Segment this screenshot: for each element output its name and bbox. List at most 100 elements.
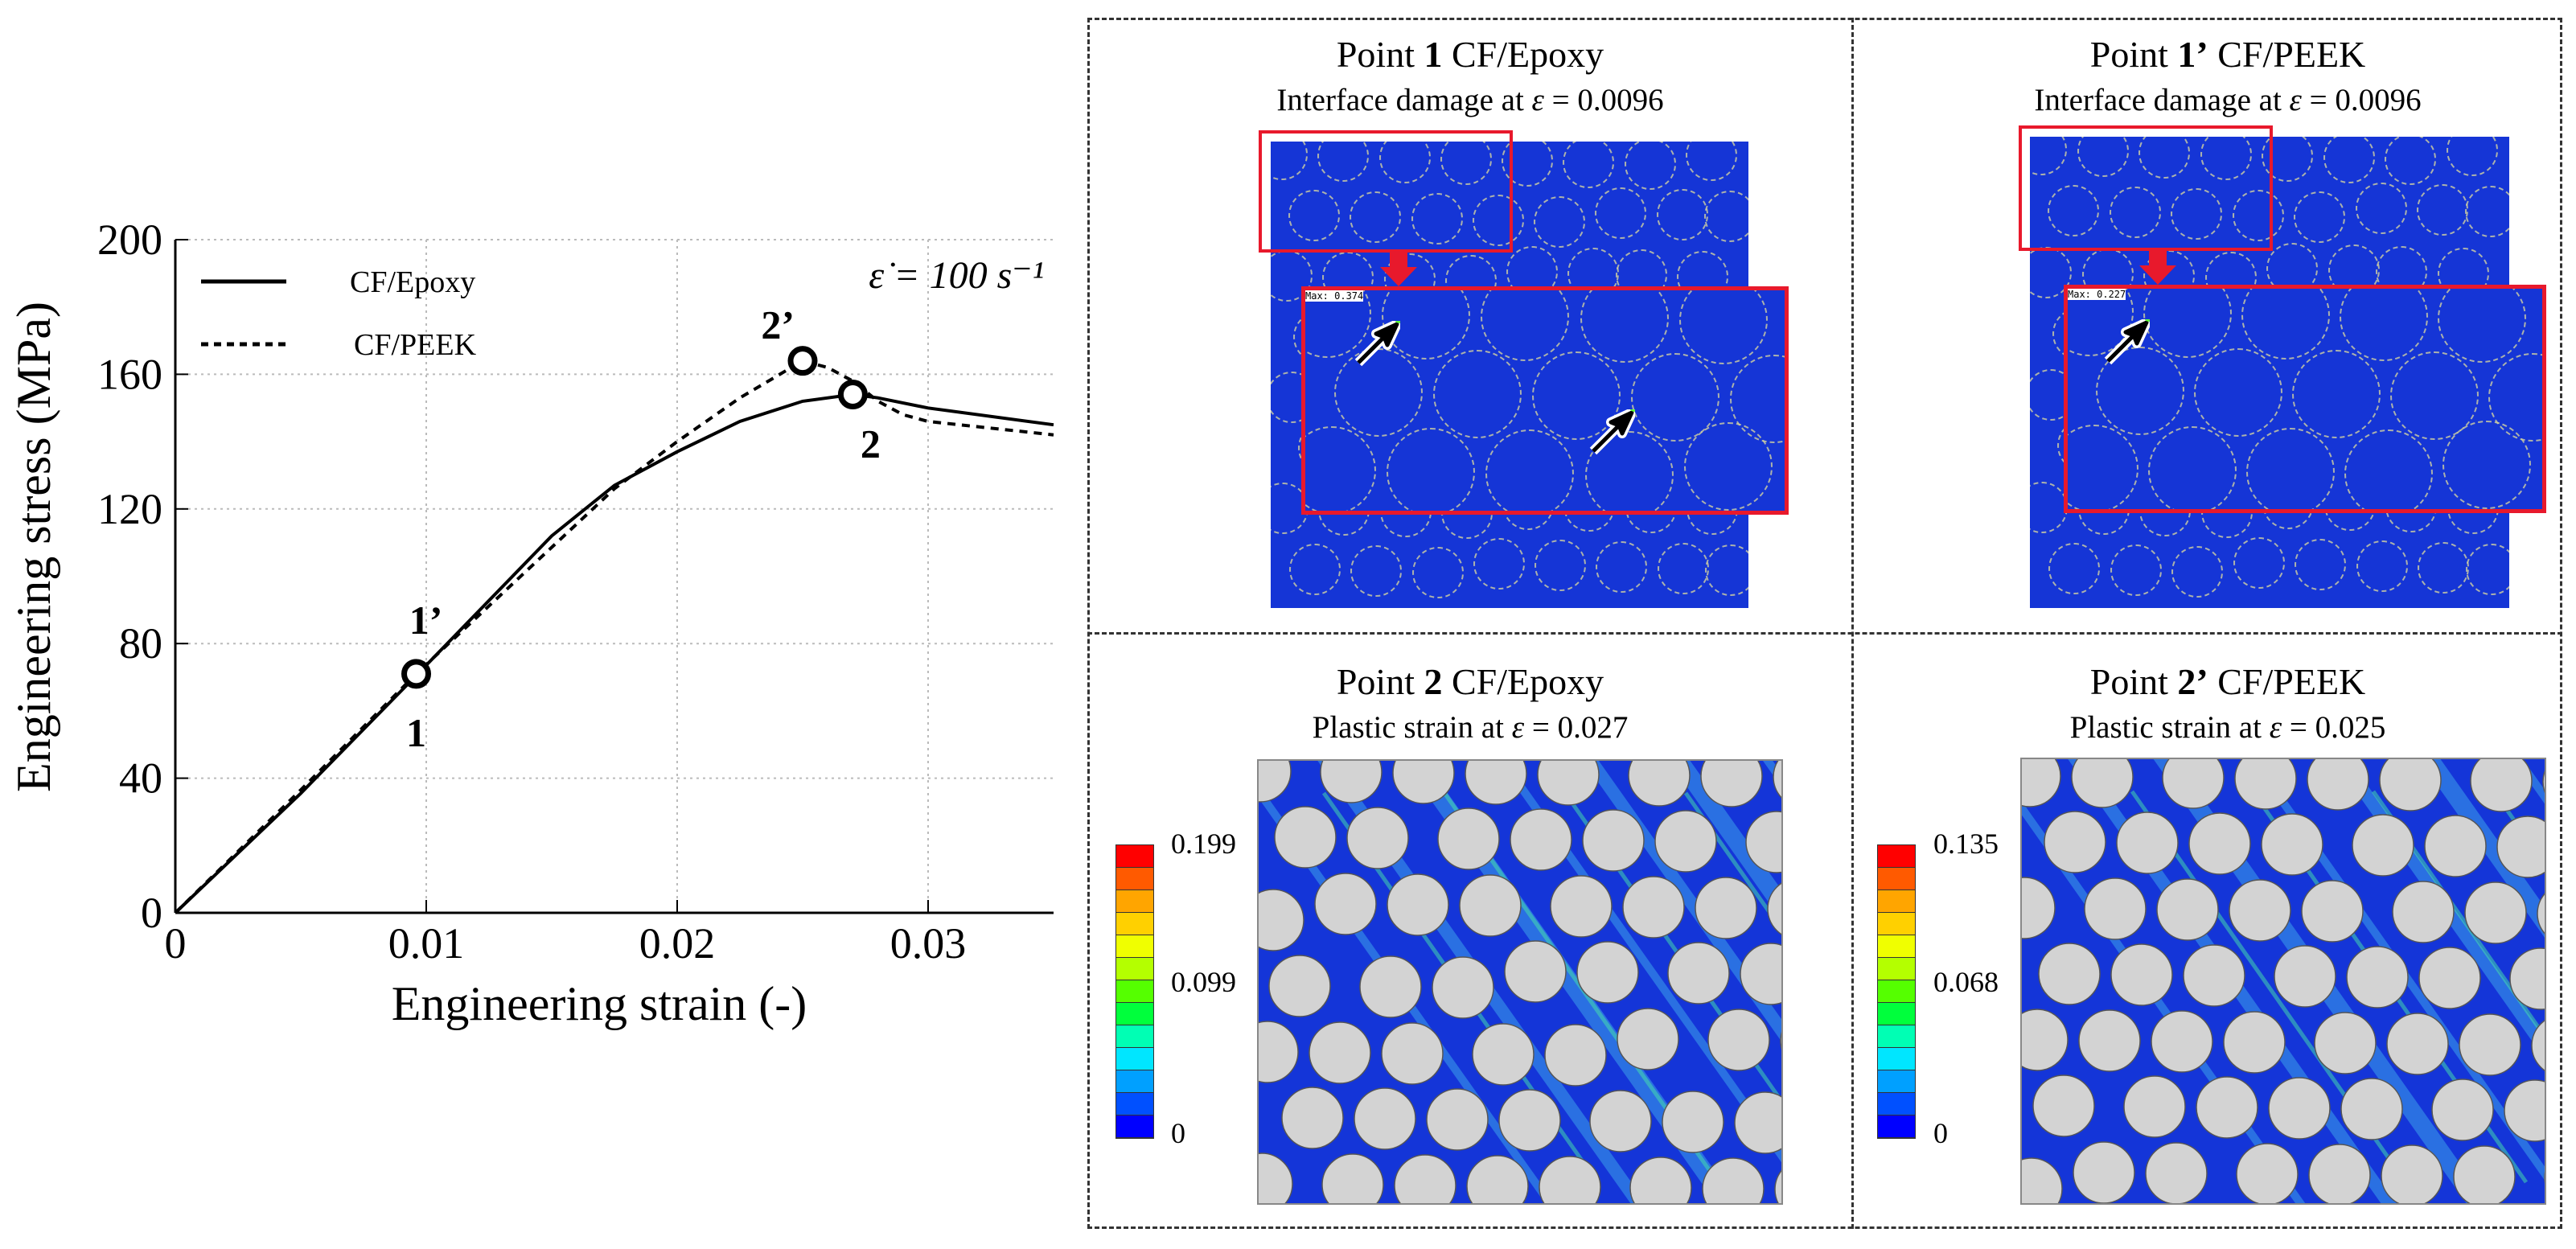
legend-swatch xyxy=(1878,958,1915,980)
point-marker xyxy=(837,380,868,410)
fiber-outline xyxy=(1288,189,1341,241)
panel-2p-legend-min: 0 xyxy=(1933,1117,1948,1149)
chart-legend: CF/Epoxy CF/PEEK xyxy=(201,265,477,362)
fiber-outline xyxy=(2446,137,2498,176)
fiber-outline xyxy=(1595,187,1647,239)
y-tick-label: 160 xyxy=(97,350,162,398)
chart-series xyxy=(174,359,1054,914)
fiber-outline xyxy=(2030,246,2072,298)
panel-1-zoom-view: Max: 0.374 xyxy=(1301,286,1789,515)
panel-2p-legend-mid: 0.068 xyxy=(1933,966,1999,998)
legend-swatch xyxy=(1878,1093,1915,1115)
fiber-outline xyxy=(1656,188,1708,240)
fiber-outline xyxy=(2390,351,2479,440)
legend-swatch xyxy=(1878,845,1915,868)
panel-2-legend-min: 0 xyxy=(1171,1117,1185,1149)
fiber-outline xyxy=(1387,428,1476,511)
fiber-outline xyxy=(1596,540,1648,593)
fiber-outline xyxy=(1580,290,1669,363)
series-line-cf-peek xyxy=(174,359,1054,914)
fiber-outline xyxy=(2233,536,2285,589)
panel-1-down-arrow xyxy=(1380,251,1417,286)
legend-swatch xyxy=(1116,1003,1153,1025)
fiber-outline xyxy=(1685,142,1737,181)
panel-2p-color-legend xyxy=(1877,844,1916,1139)
series-line-cf-epoxy xyxy=(174,392,1054,914)
fiber-outline xyxy=(2438,289,2526,363)
panel-2p-micrograph xyxy=(2020,758,2546,1205)
y-tick-label: 40 xyxy=(119,754,162,803)
fiber-outline xyxy=(1535,539,1587,591)
fiber-outline xyxy=(1563,142,1615,188)
fiber-outline xyxy=(1473,537,1525,590)
fiber-outline xyxy=(1350,191,1402,243)
fiber-outline xyxy=(2109,187,2161,239)
panel-1p-selection-box xyxy=(2019,125,2273,251)
legend-swatch xyxy=(1878,890,1915,913)
point-label: 1’ xyxy=(409,598,443,643)
panel-1p-title: Point 1’ CF/PEEK xyxy=(2089,34,2366,75)
x-tick-label: 0 xyxy=(165,919,187,968)
legend-swatch xyxy=(1116,1115,1153,1138)
panel-divider-vertical xyxy=(1851,18,1854,1229)
legend-swatch xyxy=(1116,890,1153,913)
fiber-outline xyxy=(2110,544,2162,596)
fiber-outline xyxy=(2344,429,2433,509)
fiber-outline xyxy=(2077,137,2129,177)
fiber-outline xyxy=(2464,186,2509,238)
panel-1-title: Point 1 CF/Epoxy xyxy=(1336,34,1604,75)
panel-2p-title: Point 2’ CF/PEEK xyxy=(2089,661,2366,702)
fiber-outline xyxy=(2323,137,2375,183)
fiber-outline xyxy=(2385,137,2436,185)
panel-1-subtitle: Interface damage at ε = 0.0096 xyxy=(1276,83,1664,117)
point-marker xyxy=(787,346,818,376)
fiber-outline xyxy=(1683,422,1773,511)
max-value-label: Max: 0.227 xyxy=(2068,289,2126,300)
fiber-outline xyxy=(1703,190,1748,242)
legend-swatch xyxy=(1878,935,1915,958)
fiber-outline xyxy=(1704,544,1748,596)
panel-frame xyxy=(1087,18,2562,1229)
fiber-outline xyxy=(2194,347,2282,437)
legend-swatch xyxy=(1116,845,1153,868)
legend-swatch xyxy=(1878,1025,1915,1048)
legend-swatch xyxy=(1878,913,1915,935)
panel-1-selection-box xyxy=(1259,130,1513,253)
panel-2-subtitle: Plastic strain at ε = 0.027 xyxy=(1312,710,1629,745)
legend-swatch xyxy=(1116,868,1153,890)
fiber-outline xyxy=(1472,194,1524,246)
panel-1p-subtitle: Interface damage at ε = 0.0096 xyxy=(2034,83,2422,117)
fiber-outline xyxy=(1378,142,1431,183)
y-tick-label: 120 xyxy=(97,485,162,533)
panel-divider-horizontal xyxy=(1087,632,2562,635)
fiber-outline xyxy=(2096,346,2184,435)
fiber-outline xyxy=(2356,540,2408,592)
fiber-outline xyxy=(1485,429,1575,511)
panel-2p-subtitle: Plastic strain at ε = 0.025 xyxy=(2069,710,2386,745)
legend-swatch xyxy=(1878,868,1915,890)
fiber-outline xyxy=(2048,542,2101,594)
legend-swatch xyxy=(1878,1115,1915,1138)
fiber-outline xyxy=(1624,142,1676,190)
point-label: 2 xyxy=(861,421,881,466)
fiber-outline xyxy=(1411,546,1464,598)
stress-strain-chart: 0 40 80 120 160 200 0 0.01 0.02 0.03 1 1’ 2’ 2 Engin… xyxy=(7,216,1054,1030)
fiber-outline xyxy=(2418,541,2470,594)
y-axis-label: Engineering stress (MPa) xyxy=(7,302,60,792)
fiber-outline xyxy=(1350,544,1403,597)
legend-swatch xyxy=(1116,913,1153,935)
fiber-outline xyxy=(1432,349,1522,438)
fiber-outline xyxy=(1678,290,1768,364)
damage-pointer-arrow-icon xyxy=(1354,321,1400,367)
chart-grid xyxy=(175,239,1054,913)
fiber-outline xyxy=(1411,192,1463,244)
fiber-outline xyxy=(1289,543,1341,595)
fiber-outline xyxy=(1440,142,1492,185)
fiber-outline xyxy=(2143,289,2232,358)
fiber-outline xyxy=(2417,184,2469,236)
max-value-label: Max: 0.374 xyxy=(1305,290,1364,302)
chart-points: 1 1’ 2’ 2 xyxy=(401,302,881,755)
legend-swatch xyxy=(1116,935,1153,958)
legend-label-cf-epoxy: CF/Epoxy xyxy=(350,265,475,299)
panel-2-legend-max: 0.199 xyxy=(1171,828,1236,860)
